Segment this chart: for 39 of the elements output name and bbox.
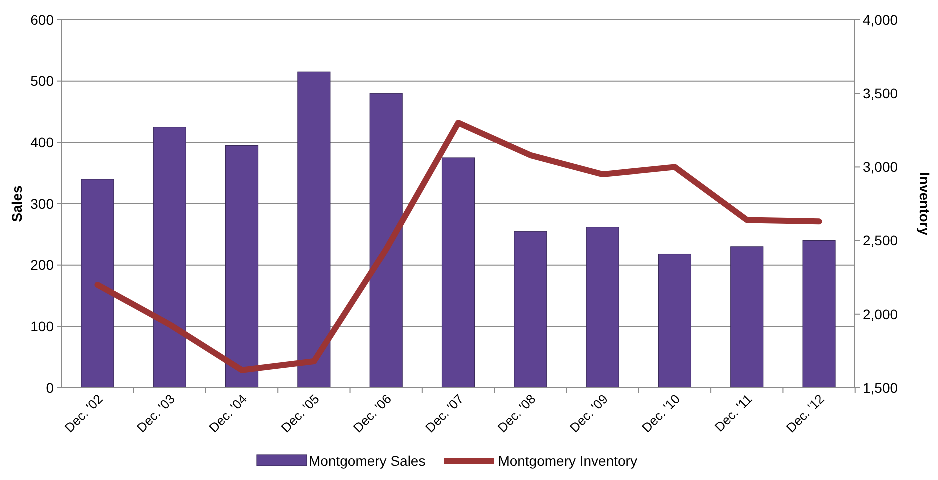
legend-label: Montgomery Sales: [309, 453, 426, 469]
x-tick-label: Dec. '07: [422, 392, 467, 436]
y2-tick-label: 3,000: [863, 159, 898, 176]
x-tick-label: Dec. '04: [206, 392, 250, 436]
y2-axis-title: Inventory: [917, 172, 933, 236]
bar: [153, 127, 186, 388]
x-tick-label: Dec. '09: [566, 392, 611, 436]
y-tick-label: 300: [30, 196, 54, 212]
y-tick-label: 200: [30, 257, 54, 274]
bar: [81, 179, 114, 388]
y-tick-label: 0: [46, 380, 54, 396]
bar: [586, 227, 620, 388]
bar: [658, 254, 692, 388]
legend-label: Montgomery Inventory: [498, 453, 638, 469]
y-tick-label: 600: [30, 12, 54, 28]
x-tick-label: Dec. '06: [350, 392, 394, 436]
y2-tick-label: 2,000: [863, 306, 898, 322]
y2-tick-label: 2,500: [863, 232, 898, 249]
bar: [370, 93, 403, 388]
bar: [514, 231, 548, 388]
y2-tick-label: 4,000: [863, 12, 898, 28]
y-axis-title: Sales: [9, 185, 25, 222]
x-tick-label: Dec. '12: [783, 392, 828, 436]
y-tick-label: 400: [30, 134, 54, 151]
y2-tick-label: 3,500: [863, 86, 898, 102]
bar: [298, 72, 331, 388]
x-tick-label: Dec. '11: [712, 392, 756, 435]
x-tick-label: Dec. '08: [494, 392, 539, 436]
bar: [730, 246, 764, 388]
x-tick-label: Dec. '05: [278, 392, 322, 436]
x-tick-label: Dec. '03: [134, 392, 178, 436]
bar: [225, 145, 259, 388]
y2-tick-label: 1,500: [863, 380, 898, 396]
x-tick-label: Dec. '02: [62, 392, 106, 436]
bar: [442, 158, 476, 388]
x-tick-label: Dec. '10: [639, 392, 684, 436]
bar: [802, 240, 836, 388]
y-tick-label: 500: [30, 73, 54, 90]
y-tick-label: 100: [30, 318, 54, 335]
